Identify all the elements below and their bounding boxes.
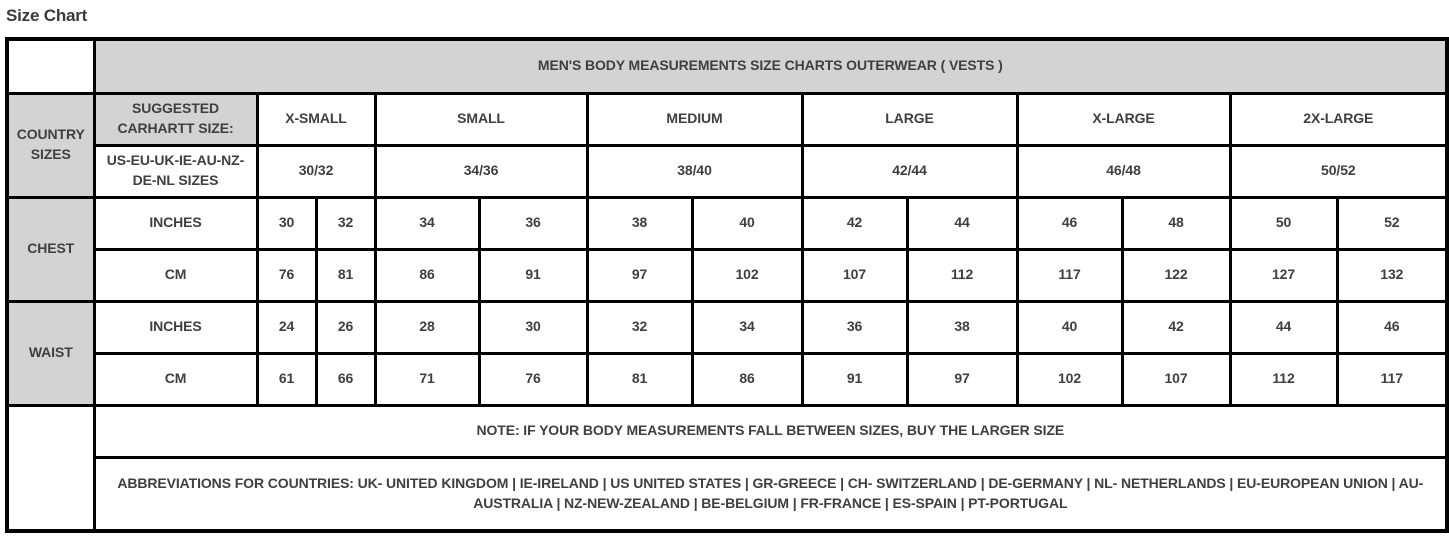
waist-inches-value: 44 — [1228, 299, 1339, 355]
waist-cm-value: 66 — [314, 351, 377, 407]
chest-cm-value: 107 — [800, 247, 909, 303]
waist-cm-value: 97 — [905, 351, 1019, 407]
waist-inches-value: 38 — [905, 299, 1019, 355]
chest-row-header: CHEST — [5, 195, 96, 303]
chest-cm-value: 132 — [1335, 247, 1449, 303]
waist-cm-value: 107 — [1120, 351, 1232, 407]
chest-cm-value: 112 — [905, 247, 1019, 303]
chest-cm-value: 97 — [585, 247, 694, 303]
waist-cm-value: 86 — [690, 351, 804, 407]
size-name-cell: X-LARGE — [1015, 91, 1232, 147]
waist-inches-value: 30 — [477, 299, 589, 355]
waist-cm-value: 102 — [1015, 351, 1124, 407]
chest-cm-value: 91 — [477, 247, 589, 303]
waist-inches-value: 36 — [800, 299, 909, 355]
size-range-cell: 42/44 — [800, 143, 1019, 199]
chest-cm-value: 102 — [690, 247, 804, 303]
chest-cm-label: CM — [92, 247, 259, 303]
waist-cm-value: 71 — [373, 351, 481, 407]
waist-cm-value: 91 — [800, 351, 909, 407]
footer-empty-cell — [5, 403, 96, 533]
size-range-cell: 46/48 — [1015, 143, 1232, 199]
waist-cm-value: 76 — [477, 351, 589, 407]
waist-cm-label: CM — [92, 351, 259, 407]
waist-inches-value: 24 — [255, 299, 318, 355]
waist-inches-value: 26 — [314, 299, 377, 355]
chest-cm-value: 76 — [255, 247, 318, 303]
chest-inches-value: 46 — [1015, 195, 1124, 251]
chest-cm-value: 117 — [1015, 247, 1124, 303]
suggested-size-header: SUGGESTED CARHARTT SIZE: — [92, 91, 259, 147]
chest-inches-value: 40 — [690, 195, 804, 251]
size-chart-table: MEN'S BODY MEASUREMENTS SIZE CHARTS OUTE… — [5, 37, 1449, 533]
waist-inches-value: 28 — [373, 299, 481, 355]
waist-cm-value: 81 — [585, 351, 694, 407]
chest-cm-value: 122 — [1120, 247, 1232, 303]
waist-inches-value: 46 — [1335, 299, 1449, 355]
size-name-cell: MEDIUM — [585, 91, 804, 147]
chest-cm-value: 86 — [373, 247, 481, 303]
chest-inches-value: 50 — [1228, 195, 1339, 251]
waist-inches-label: INCHES — [92, 299, 259, 355]
waist-cm-value: 117 — [1335, 351, 1449, 407]
chest-inches-value: 36 — [477, 195, 589, 251]
size-name-cell: 2X-LARGE — [1228, 91, 1449, 147]
size-name-cell: SMALL — [373, 91, 589, 147]
chest-inches-label: INCHES — [92, 195, 259, 251]
chest-inches-value: 34 — [373, 195, 481, 251]
waist-inches-value: 40 — [1015, 299, 1124, 355]
chest-inches-value: 30 — [255, 195, 318, 251]
size-range-cell: 30/32 — [255, 143, 377, 199]
chest-inches-value: 44 — [905, 195, 1019, 251]
size-range-cell: 38/40 — [585, 143, 804, 199]
table-main-header: MEN'S BODY MEASUREMENTS SIZE CHARTS OUTE… — [92, 37, 1449, 95]
chest-inches-value: 52 — [1335, 195, 1449, 251]
waist-inches-value: 34 — [690, 299, 804, 355]
size-range-cell: 34/36 — [373, 143, 589, 199]
chest-inches-value: 38 — [585, 195, 694, 251]
chest-cm-value: 127 — [1228, 247, 1339, 303]
chest-inches-value: 32 — [314, 195, 377, 251]
note-text: NOTE: IF YOUR BODY MEASUREMENTS FALL BET… — [92, 403, 1449, 459]
waist-inches-value: 32 — [585, 299, 694, 355]
corner-empty-cell — [5, 37, 96, 95]
chest-inches-value: 42 — [800, 195, 909, 251]
abbreviations-text: ABBREVIATIONS FOR COUNTRIES: UK- UNITED … — [92, 455, 1449, 533]
size-range-cell: 50/52 — [1228, 143, 1449, 199]
country-sizes-header: COUNTRY SIZES — [5, 91, 96, 199]
us-sizes-header: US-EU-UK-IE-AU-NZ-DE-NL SIZES — [92, 143, 259, 199]
waist-cm-value: 61 — [255, 351, 318, 407]
page-title: Size Chart — [6, 6, 88, 25]
waist-inches-value: 42 — [1120, 299, 1232, 355]
size-name-cell: LARGE — [800, 91, 1019, 147]
waist-row-header: WAIST — [5, 299, 96, 407]
chest-inches-value: 48 — [1120, 195, 1232, 251]
size-name-cell: X-SMALL — [255, 91, 377, 147]
waist-cm-value: 112 — [1228, 351, 1339, 407]
chest-cm-value: 81 — [314, 247, 377, 303]
